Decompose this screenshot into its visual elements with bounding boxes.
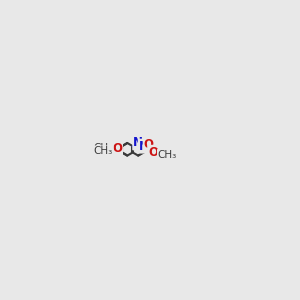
Text: N: N <box>133 136 143 149</box>
Text: CH₃: CH₃ <box>158 150 177 160</box>
Text: O: O <box>112 142 122 155</box>
Text: CH₃: CH₃ <box>94 142 113 153</box>
Text: CH₃: CH₃ <box>94 146 113 156</box>
Text: O: O <box>144 138 154 151</box>
Text: N: N <box>139 140 149 153</box>
Text: O: O <box>148 146 158 159</box>
Text: O: O <box>112 143 122 156</box>
